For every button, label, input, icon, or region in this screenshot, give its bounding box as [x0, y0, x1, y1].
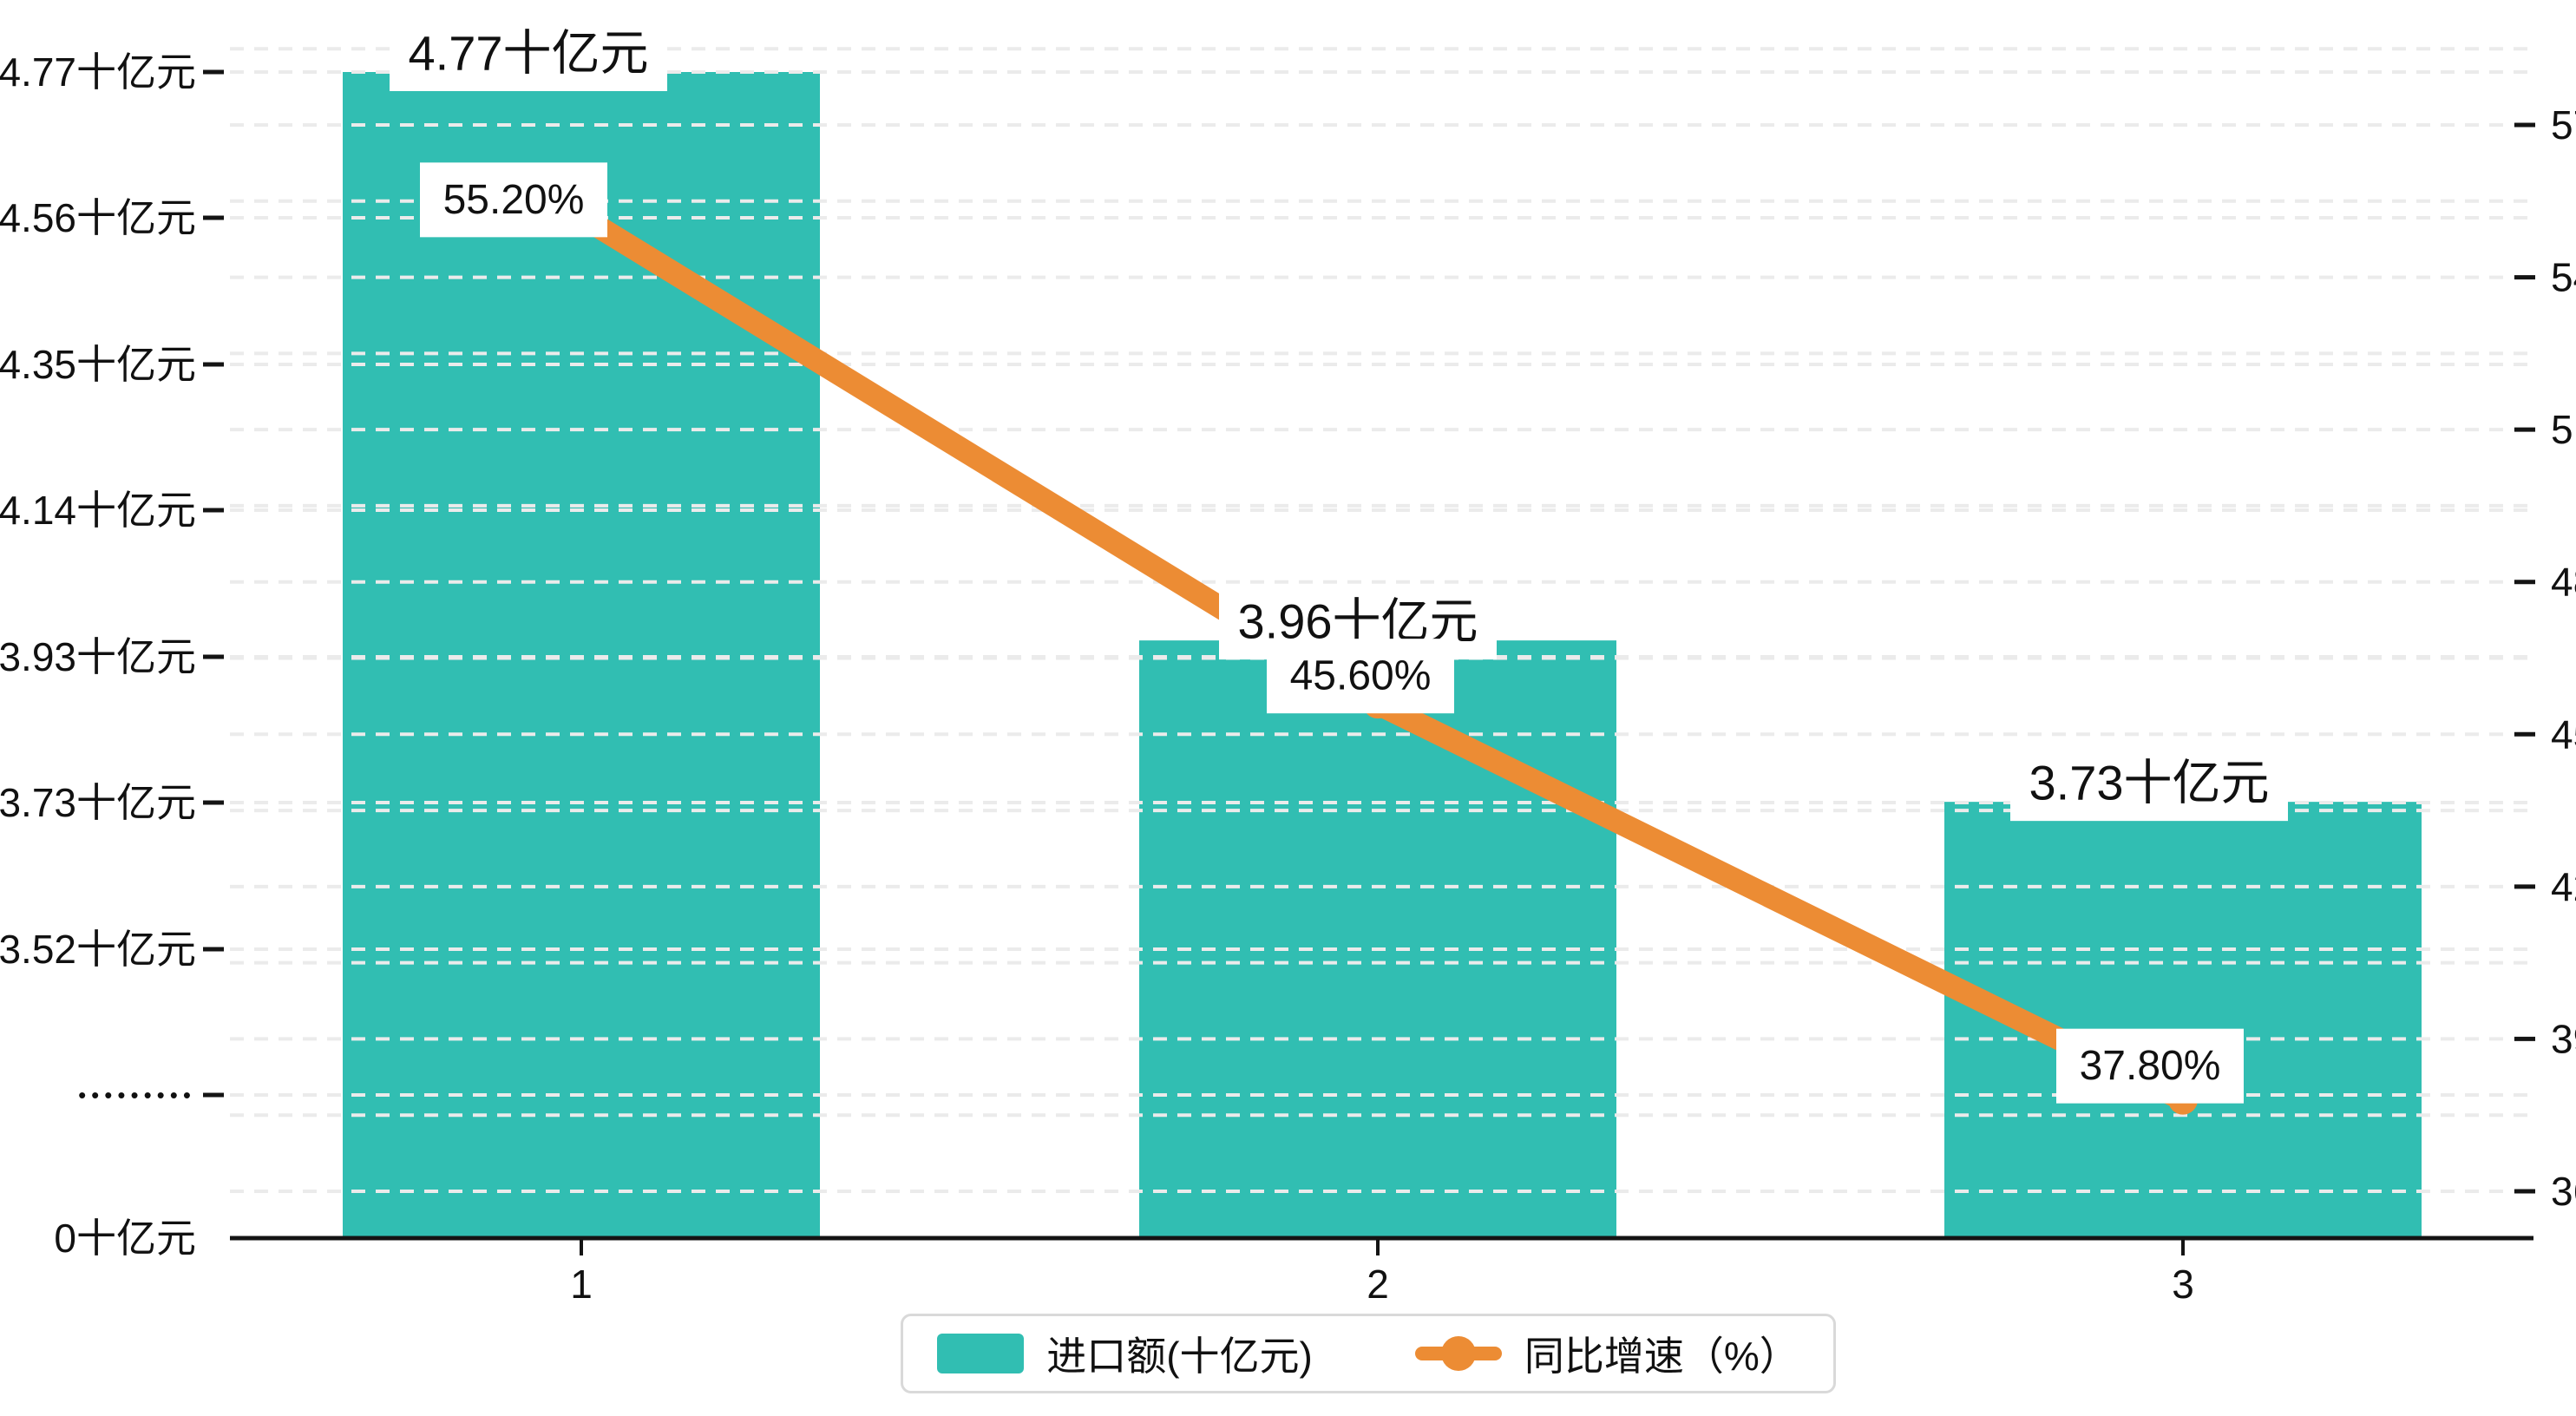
bar-value-label-box [390, 18, 667, 91]
growth-value-label: 55.20% [443, 177, 585, 223]
legend-item-imports[interactable]: 进口额(十亿元) [937, 1325, 1313, 1382]
left-axis-break-dots: ••••••••• [78, 1082, 196, 1108]
left-axis-tick-label: 0十亿元 [54, 1216, 196, 1261]
right-axis-tick-label: 45 [2551, 711, 2576, 757]
x-axis-tick-label: 2 [1367, 1262, 1389, 1307]
legend: 进口额(十亿元) 同比增速（%） [901, 1314, 1836, 1393]
bar-value-label: 4.77十亿元 [409, 26, 649, 81]
right-axis-tick-label: 57 [2551, 102, 2576, 148]
growth-value-label-box [2056, 1028, 2244, 1104]
legend-label-imports: 进口额(十亿元) [1046, 1334, 1313, 1379]
bar-value-label: 3.73十亿元 [2029, 756, 2270, 810]
growth-value-label-box [1267, 639, 1454, 714]
legend-label-growth: 同比增速（%） [1524, 1334, 1799, 1379]
bar-2[interactable] [1139, 640, 1616, 1238]
right-axis-tick-label: 36 [2551, 1169, 2576, 1214]
right-axis-tick-label: 54 [2551, 255, 2576, 300]
right-axis-tick-label: 51 [2551, 407, 2576, 452]
growth-value-label: 37.80% [2080, 1043, 2221, 1089]
growth-value-label: 45.60% [1290, 653, 1432, 699]
bar-series-swatch-icon [937, 1334, 1025, 1373]
right-axis-tick-label: 39 [2551, 1016, 2576, 1061]
x-axis-tick-label: 1 [570, 1262, 593, 1307]
left-axis-tick-label: 4.56十亿元 [0, 195, 196, 240]
left-axis-tick-label: 3.73十亿元 [0, 780, 196, 825]
growth-value-label-box [420, 162, 607, 238]
left-axis-tick-label: 3.52十亿元 [0, 927, 196, 972]
x-axis-tick-label: 3 [2172, 1262, 2194, 1307]
line-series-icon [1414, 1334, 1502, 1373]
legend-item-growth[interactable]: 同比增速（%） [1414, 1325, 1799, 1382]
right-axis-tick-label: 48 [2551, 560, 2576, 605]
bar-value-label-box [2010, 748, 2288, 822]
left-axis-tick-label: 4.14十亿元 [0, 488, 196, 533]
left-axis-tick-label: 4.77十亿元 [0, 49, 196, 95]
right-axis-tick-label: 42 [2551, 864, 2576, 909]
left-axis-tick-label: 3.93十亿元 [0, 634, 196, 679]
left-axis-tick-label: 4.35十亿元 [0, 342, 196, 387]
